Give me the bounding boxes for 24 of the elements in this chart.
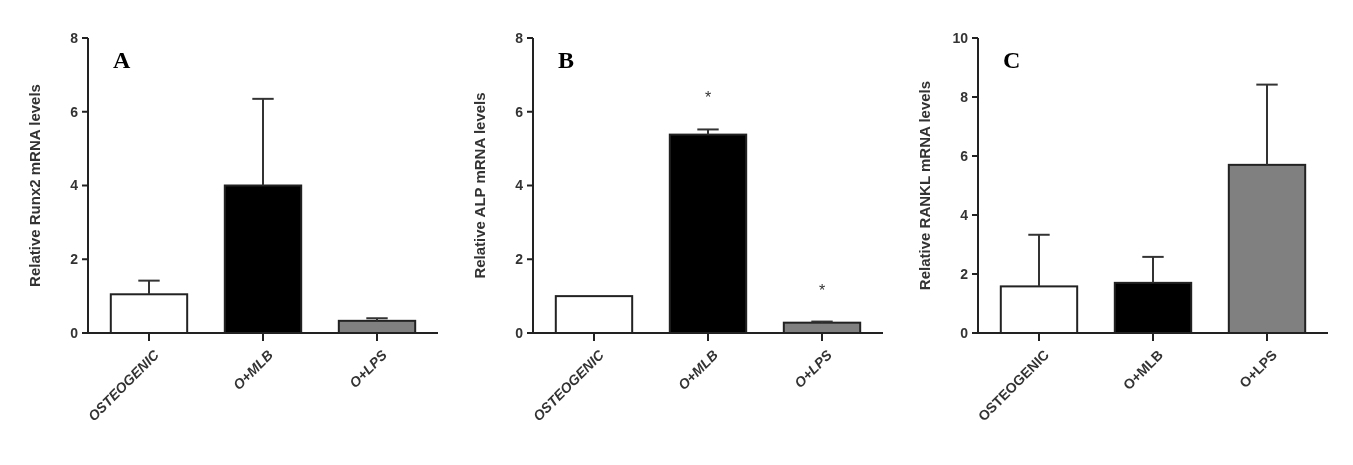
y-axis-title: Relative Runx2 mRNA levels bbox=[26, 84, 43, 287]
y-tick-label: 8 bbox=[960, 88, 969, 105]
y-tick-label: 2 bbox=[515, 251, 524, 268]
y-tick-label: 10 bbox=[952, 29, 969, 46]
y-tick-label: 6 bbox=[515, 103, 524, 120]
y-tick-label: 4 bbox=[960, 206, 969, 223]
chart-title: B bbox=[558, 47, 575, 73]
y-axis-title: Relative ALP mRNA levels bbox=[471, 92, 488, 279]
annotation: * bbox=[704, 89, 712, 107]
chart-title: A bbox=[113, 47, 131, 73]
y-tick-label: 8 bbox=[515, 29, 524, 46]
y-tick-label: 2 bbox=[70, 251, 79, 268]
y-tick-label: 0 bbox=[515, 324, 524, 341]
y-tick-label: 6 bbox=[70, 103, 79, 120]
y-tick-label: 0 bbox=[960, 324, 969, 341]
annotation: * bbox=[818, 281, 826, 299]
y-tick-label: 4 bbox=[515, 177, 524, 194]
y-tick-label: 8 bbox=[70, 29, 79, 46]
chart-title: C bbox=[1003, 47, 1021, 73]
y-tick-label: 6 bbox=[960, 147, 969, 164]
y-tick-label: 2 bbox=[960, 265, 969, 282]
y-axis-title: Relative RANKL mRNA levels bbox=[916, 80, 933, 291]
y-tick-label: 0 bbox=[70, 324, 79, 341]
y-tick-label: 4 bbox=[70, 177, 79, 194]
